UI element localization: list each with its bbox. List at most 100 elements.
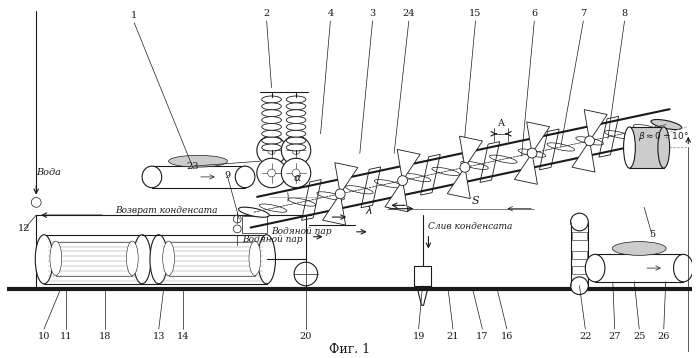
Bar [572,251,587,259]
Bar [56,242,132,276]
Ellipse shape [236,166,255,188]
Ellipse shape [287,96,306,103]
Bar [152,166,245,188]
Text: 9: 9 [224,171,231,180]
Text: 21: 21 [447,332,459,341]
Text: $\beta\approx0\div10°$: $\beta\approx0\div10°$ [637,130,689,143]
Text: 6: 6 [531,9,538,18]
Text: 7: 7 [580,9,586,18]
Polygon shape [447,167,470,199]
Text: 8: 8 [621,9,628,18]
Text: 19: 19 [412,332,425,341]
Circle shape [233,215,241,223]
Ellipse shape [658,127,670,168]
Text: $\lambda$: $\lambda$ [365,204,373,216]
Text: 23: 23 [187,161,199,171]
Bar [629,127,664,168]
Text: S: S [471,196,479,206]
Circle shape [294,262,317,286]
Ellipse shape [258,235,275,284]
Ellipse shape [287,137,306,144]
Bar [572,232,587,240]
Text: 27: 27 [609,332,621,341]
Text: A: A [497,120,504,129]
Ellipse shape [612,242,666,255]
Ellipse shape [150,235,168,284]
Ellipse shape [261,96,282,103]
Text: 22: 22 [579,332,591,341]
Text: 18: 18 [99,332,111,341]
Polygon shape [480,142,500,183]
Text: 14: 14 [177,332,189,341]
Text: 17: 17 [476,332,489,341]
Ellipse shape [287,130,306,137]
Ellipse shape [261,124,282,130]
Polygon shape [526,122,549,153]
Ellipse shape [249,241,261,275]
Text: Вода: Вода [36,169,62,178]
Bar [595,255,684,282]
Text: Водяной пар: Водяной пар [271,227,332,236]
Bar [242,216,266,233]
Ellipse shape [238,207,269,217]
Ellipse shape [570,213,589,231]
Polygon shape [540,129,559,170]
Text: 20: 20 [300,332,312,341]
Text: Фиг. 1: Фиг. 1 [329,343,370,356]
Ellipse shape [585,255,605,282]
Polygon shape [421,154,440,195]
Ellipse shape [287,103,306,110]
Polygon shape [572,141,595,172]
Text: 26: 26 [658,332,670,341]
Text: 5: 5 [649,230,655,239]
Polygon shape [301,180,322,221]
Text: 12: 12 [18,224,31,233]
Text: $\alpha$: $\alpha$ [294,173,303,183]
Ellipse shape [142,166,161,188]
Ellipse shape [261,117,282,124]
Bar [159,235,266,284]
Circle shape [292,146,300,154]
Circle shape [460,163,470,172]
Ellipse shape [287,144,306,151]
Ellipse shape [127,241,138,275]
Circle shape [398,176,408,185]
Circle shape [282,158,311,188]
Polygon shape [599,116,619,157]
Circle shape [268,146,275,154]
Polygon shape [417,286,428,305]
Circle shape [584,136,594,146]
Text: Возврат конденсата: Возврат конденсата [115,206,217,215]
Polygon shape [459,136,482,167]
Text: 15: 15 [469,9,482,18]
Text: Водяной пар: Водяной пар [242,235,303,244]
Circle shape [257,158,287,188]
Ellipse shape [50,241,62,275]
Text: 10: 10 [38,332,50,341]
Ellipse shape [287,124,306,130]
Text: 3: 3 [369,9,375,18]
Ellipse shape [134,235,151,284]
Bar [168,242,255,276]
Bar [414,266,431,286]
Ellipse shape [570,277,589,295]
Text: 11: 11 [59,332,72,341]
Circle shape [527,148,537,158]
Text: 1: 1 [131,11,138,20]
Ellipse shape [35,235,53,284]
Text: 24: 24 [403,9,415,18]
Circle shape [233,225,241,233]
Polygon shape [514,153,538,184]
Polygon shape [397,149,420,180]
Ellipse shape [261,130,282,137]
Ellipse shape [287,110,306,117]
Ellipse shape [168,155,227,167]
Bar [572,266,587,274]
Circle shape [268,169,275,177]
Ellipse shape [163,241,175,275]
Text: Слив конденсата: Слив конденсата [428,222,513,231]
Ellipse shape [261,144,282,151]
Text: 13: 13 [152,332,165,341]
Ellipse shape [287,117,306,124]
Polygon shape [323,194,345,225]
